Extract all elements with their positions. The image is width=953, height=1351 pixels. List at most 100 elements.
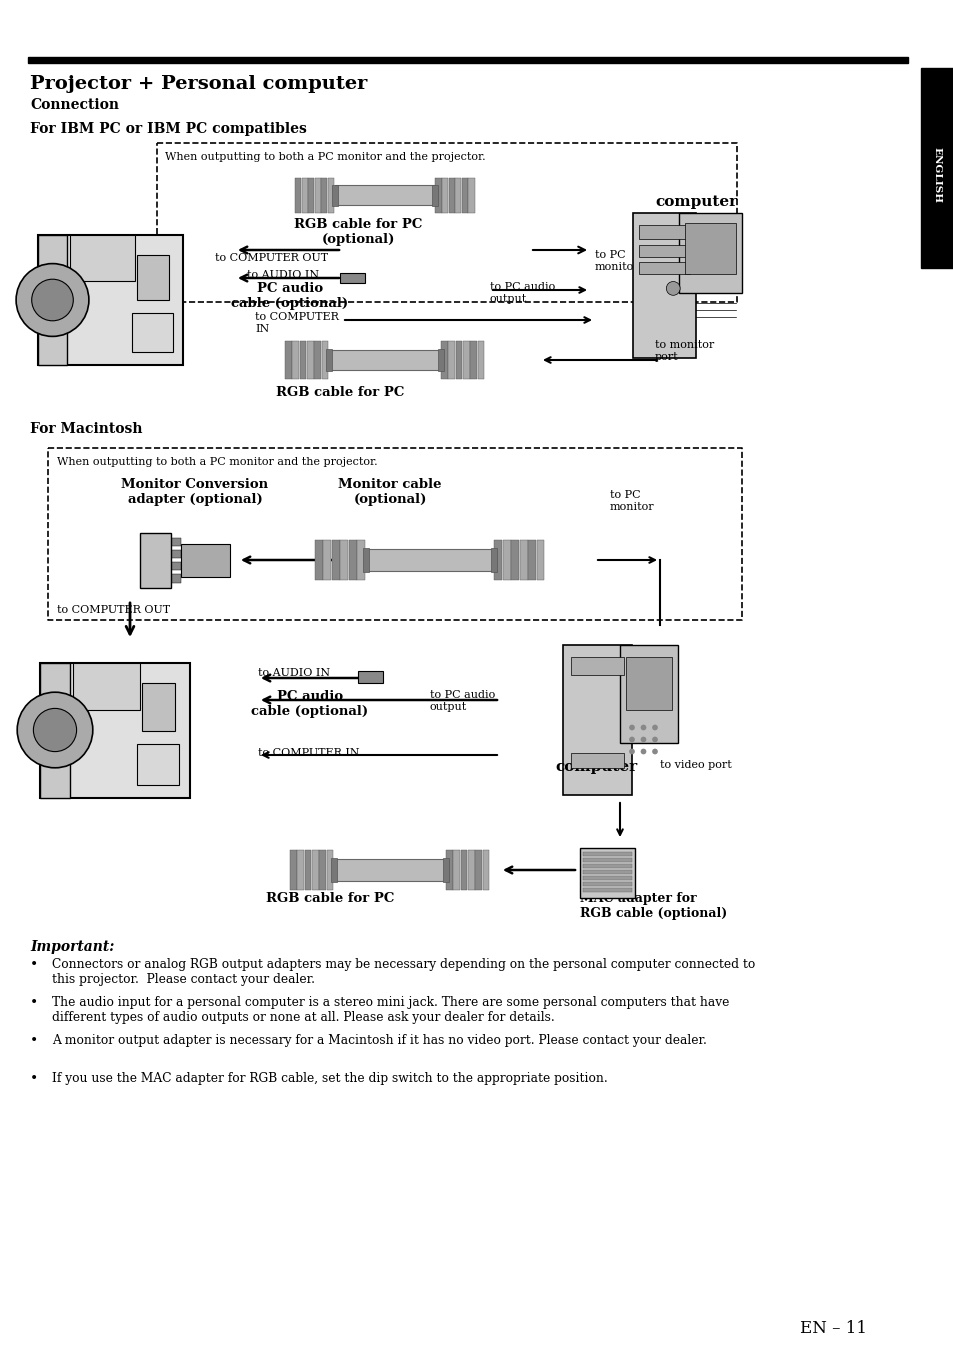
Bar	[571, 657, 623, 676]
Bar	[582, 870, 631, 874]
Bar	[633, 213, 696, 358]
Text: to PC audio
output: to PC audio output	[430, 690, 495, 712]
Bar	[460, 850, 467, 890]
Circle shape	[628, 748, 634, 754]
Bar	[328, 177, 334, 212]
Bar	[582, 852, 631, 857]
Text: Projector + Personal computer: Projector + Personal computer	[30, 76, 367, 93]
Circle shape	[17, 692, 92, 767]
Text: Monitor cable
(optional): Monitor cable (optional)	[338, 478, 441, 507]
Bar	[332, 540, 339, 580]
Bar	[491, 549, 497, 571]
Text: to COMPUTER IN: to COMPUTER IN	[257, 748, 359, 758]
Circle shape	[665, 281, 679, 296]
Bar	[619, 644, 678, 743]
Bar	[308, 177, 314, 212]
Bar	[502, 540, 510, 580]
Bar	[432, 185, 438, 205]
Bar	[307, 340, 314, 380]
Bar	[468, 177, 474, 212]
Bar	[461, 177, 467, 212]
Bar	[453, 850, 459, 890]
Text: to COMPUTER OUT: to COMPUTER OUT	[214, 253, 328, 263]
Text: When outputting to both a PC monitor and the projector.: When outputting to both a PC monitor and…	[165, 153, 485, 162]
Text: For Macintosh: For Macintosh	[30, 422, 142, 436]
Bar	[357, 671, 382, 684]
Text: to PC
monitor: to PC monitor	[595, 250, 639, 272]
Circle shape	[652, 736, 658, 743]
Bar	[319, 850, 326, 890]
Bar	[349, 540, 356, 580]
Bar	[625, 657, 672, 709]
Bar	[920, 68, 953, 267]
Circle shape	[652, 724, 658, 731]
Text: MAC adapter for
RGB cable (optional): MAC adapter for RGB cable (optional)	[579, 892, 726, 920]
Bar	[475, 850, 481, 890]
Text: to COMPUTER OUT: to COMPUTER OUT	[57, 605, 170, 615]
Circle shape	[652, 748, 658, 754]
Bar	[38, 235, 183, 365]
Circle shape	[628, 724, 634, 731]
Bar	[299, 340, 306, 380]
Text: The audio input for a personal computer is a stereo mini jack. There are some pe: The audio input for a personal computer …	[52, 996, 729, 1024]
Text: PC audio
cable (optional): PC audio cable (optional)	[252, 690, 368, 717]
Text: to AUDIO IN: to AUDIO IN	[257, 667, 330, 678]
Text: to AUDIO IN: to AUDIO IN	[247, 270, 319, 280]
Bar	[446, 850, 453, 890]
Text: to monitor
port: to monitor port	[655, 340, 714, 362]
Bar	[442, 858, 449, 882]
Circle shape	[16, 263, 89, 336]
Bar	[142, 684, 174, 731]
Bar	[326, 850, 334, 890]
Text: computer: computer	[555, 761, 637, 774]
Bar	[38, 235, 67, 365]
Circle shape	[628, 736, 634, 743]
Bar	[456, 340, 462, 380]
Bar	[294, 177, 301, 212]
Bar	[477, 340, 484, 380]
Text: RGB cable for PC: RGB cable for PC	[275, 386, 404, 399]
Bar	[437, 349, 443, 372]
Text: For IBM PC or IBM PC compatibles: For IBM PC or IBM PC compatibles	[30, 122, 307, 136]
Text: •: •	[30, 996, 38, 1011]
Text: A monitor output adapter is necessary for a Macintosh if it has no video port. P: A monitor output adapter is necessary fo…	[52, 1034, 706, 1047]
Text: to PC
monitor: to PC monitor	[609, 490, 654, 512]
Bar	[314, 177, 320, 212]
Bar	[312, 850, 318, 890]
Bar	[468, 850, 475, 890]
Text: RGB cable for PC
(optional): RGB cable for PC (optional)	[294, 218, 422, 246]
Bar	[140, 534, 172, 588]
Bar	[28, 57, 907, 63]
Bar	[137, 744, 179, 785]
Circle shape	[31, 280, 73, 320]
Bar	[285, 340, 292, 380]
Text: •: •	[30, 1034, 38, 1048]
Text: When outputting to both a PC monitor and the projector.: When outputting to both a PC monitor and…	[57, 457, 377, 467]
Bar	[172, 538, 181, 546]
Bar	[582, 858, 631, 862]
Bar	[339, 273, 365, 282]
Bar	[356, 540, 365, 580]
Bar	[684, 223, 736, 274]
Bar	[582, 888, 631, 892]
Bar	[435, 177, 441, 212]
Text: Important:: Important:	[30, 940, 114, 954]
Bar	[362, 549, 368, 571]
Bar	[470, 340, 476, 380]
Bar	[528, 540, 536, 580]
Bar	[181, 543, 230, 577]
Bar	[40, 663, 190, 798]
Bar	[582, 882, 631, 886]
Bar	[511, 540, 518, 580]
Bar	[172, 574, 181, 582]
Text: to video port: to video port	[659, 761, 731, 770]
Text: to COMPUTER
IN: to COMPUTER IN	[254, 312, 338, 334]
Bar	[455, 177, 461, 212]
Circle shape	[640, 724, 646, 731]
Text: Connection: Connection	[30, 99, 119, 112]
Text: to PC audio
output: to PC audio output	[490, 282, 555, 304]
Circle shape	[33, 708, 76, 751]
Bar	[519, 540, 527, 580]
Bar	[314, 340, 321, 380]
Text: ENGLISH: ENGLISH	[931, 147, 941, 203]
